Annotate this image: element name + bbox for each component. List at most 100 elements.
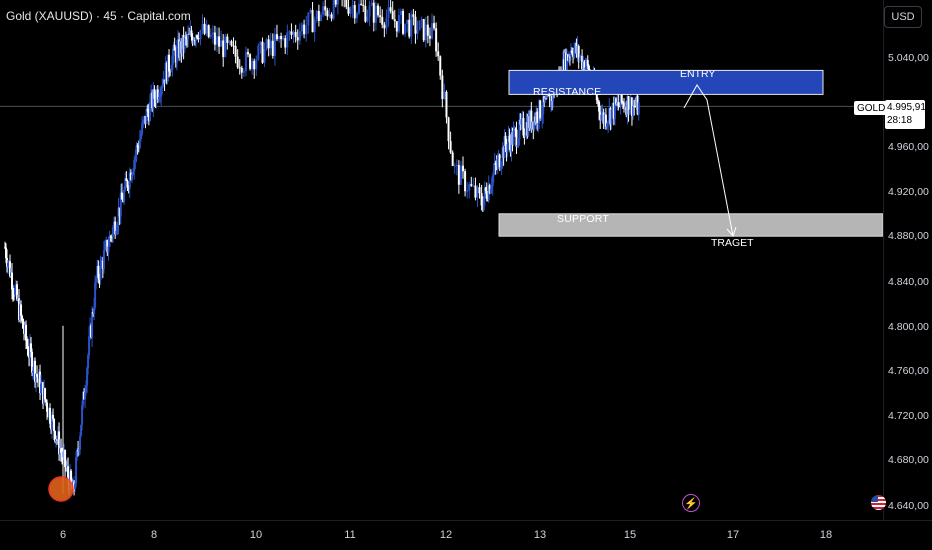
candle-body [540, 118, 543, 120]
candle-body [74, 483, 77, 489]
candle-body [347, 6, 350, 14]
candle-body [45, 399, 48, 403]
candle-body [104, 244, 107, 251]
candle-body [120, 192, 123, 200]
candle-body [426, 24, 429, 36]
candle-body [118, 207, 121, 217]
time-tick: 6 [59, 529, 67, 541]
candle-body [38, 371, 41, 380]
time-tick: 13 [533, 529, 547, 541]
candle-body [211, 32, 214, 35]
candle-body [46, 402, 49, 412]
candle-body [506, 143, 509, 153]
candle-body [160, 88, 163, 97]
candle-body [164, 62, 167, 84]
candle-body [385, 17, 388, 29]
candle-body [602, 112, 605, 124]
candle-body [111, 227, 114, 238]
candle-body [173, 44, 176, 51]
candle-body [165, 62, 168, 82]
candle-body [603, 114, 606, 124]
candle-body [155, 89, 158, 103]
candle-body [126, 180, 129, 188]
candle-body [18, 298, 21, 320]
us-flag-icon[interactable] [871, 495, 886, 510]
candle-body [355, 13, 358, 19]
candle-body [439, 56, 442, 76]
candle-body [294, 31, 297, 38]
candle-body [115, 230, 118, 235]
candle-body [64, 450, 67, 468]
candle-body [402, 11, 405, 34]
chart-title: Gold (XAUUSD) · 45 · Capital.com [6, 9, 191, 23]
candle-body [5, 247, 8, 259]
candle-body [383, 24, 386, 29]
price-tick: 4.720,00 [888, 410, 929, 422]
candle-body [567, 56, 570, 61]
candle-body [166, 54, 169, 82]
candle-body [172, 44, 175, 56]
candle-body [27, 346, 30, 356]
candle-body [39, 371, 42, 394]
time-axis-divider [0, 520, 932, 521]
candle-body [128, 172, 131, 189]
candle-body [305, 25, 308, 35]
time-tick: 15 [623, 529, 637, 541]
candle-body [522, 118, 525, 136]
candle-body [189, 30, 192, 35]
candle-body [550, 95, 553, 108]
candle-body [298, 31, 301, 41]
candle-body [6, 258, 9, 267]
candle-body [404, 23, 407, 34]
candle-body [537, 123, 540, 125]
candle-body [168, 54, 171, 72]
candle-body [101, 260, 104, 269]
candle-body [322, 6, 325, 15]
candle-body [63, 450, 66, 452]
lightning-icon[interactable]: ⚡ [682, 494, 700, 512]
candle-body [433, 23, 436, 29]
candle-body [472, 185, 475, 187]
candle-body [150, 92, 153, 102]
candle-body [89, 325, 92, 337]
candle-body [163, 79, 166, 84]
candle-body [86, 368, 89, 386]
candle-body [607, 121, 610, 124]
candle-body [541, 114, 544, 119]
candle-body [288, 31, 291, 33]
candle-body [606, 123, 609, 127]
candle-body [635, 95, 638, 106]
candle-body [125, 178, 128, 181]
candle-body [478, 187, 481, 194]
candle-body [10, 272, 13, 277]
currency-button[interactable]: USD [884, 6, 922, 28]
candle-body [180, 41, 183, 54]
candle-body [133, 159, 136, 172]
candle-body [311, 10, 314, 33]
candle-body [32, 370, 35, 373]
candle-body [28, 355, 31, 358]
candle-body [9, 261, 12, 277]
candle-body [91, 312, 94, 338]
candle-body [462, 165, 465, 172]
low-marker-circle [48, 476, 74, 502]
candle-body [99, 260, 102, 280]
candle-body [205, 25, 208, 34]
candle-body [269, 40, 272, 49]
candle-body [290, 31, 293, 35]
candle-body [190, 30, 193, 37]
candle-body [162, 79, 165, 86]
candle-body [480, 193, 483, 206]
candle-body [389, 7, 392, 12]
candle-body [445, 91, 448, 118]
candle-body [377, 5, 380, 16]
candle-body [621, 102, 624, 104]
candle-body [207, 25, 210, 38]
candle-body [88, 336, 91, 356]
candle-body [573, 48, 576, 57]
candle-body [575, 43, 578, 54]
symbol-price-tag: GOLD [854, 101, 889, 115]
candle-body [577, 45, 580, 59]
candle-body [406, 19, 409, 24]
